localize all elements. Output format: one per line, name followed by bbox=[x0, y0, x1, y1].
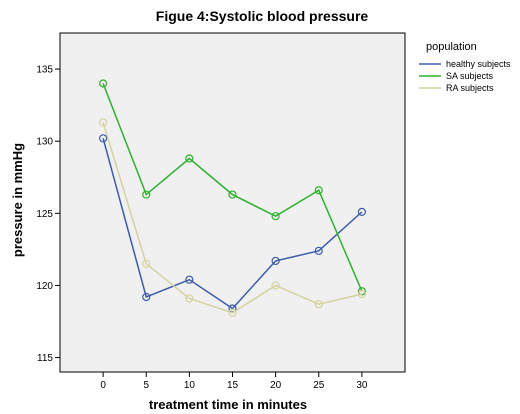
x-tick-label: 10 bbox=[184, 380, 196, 391]
legend-title: population bbox=[426, 41, 477, 53]
y-tick-label: 120 bbox=[36, 281, 53, 292]
x-tick-label: 30 bbox=[356, 380, 368, 391]
data-point bbox=[99, 79, 108, 88]
data-point bbox=[99, 134, 108, 143]
x-axis: 0 5 10 15 20 25 30 bbox=[100, 372, 368, 391]
data-point bbox=[228, 190, 237, 199]
series bbox=[99, 79, 366, 296]
y-tick-label: 135 bbox=[36, 65, 53, 76]
x-tick-label: 20 bbox=[270, 380, 282, 391]
y-axis: 115 120 125 130 135 bbox=[36, 65, 60, 364]
y-tick-label: 115 bbox=[37, 353, 53, 364]
series-line bbox=[102, 138, 363, 310]
x-tick-label: 25 bbox=[313, 380, 325, 391]
data-point bbox=[142, 292, 151, 302]
data-point bbox=[314, 246, 323, 255]
data-point bbox=[142, 190, 151, 199]
series-line bbox=[102, 122, 363, 314]
data-point bbox=[185, 154, 194, 163]
data-point bbox=[271, 256, 280, 266]
data-point bbox=[271, 212, 280, 221]
data-point bbox=[99, 118, 108, 127]
series bbox=[99, 118, 366, 317]
legend: population healthy subjects SA subjects RA… bbox=[419, 41, 511, 93]
chart-title: Figue 4:Systolic blood pressure bbox=[156, 8, 369, 24]
plot-area bbox=[59, 32, 406, 373]
x-tick-label: 15 bbox=[227, 380, 239, 391]
data-point bbox=[185, 294, 194, 303]
legend-label: RA subjects bbox=[446, 83, 494, 93]
data-point bbox=[314, 300, 323, 309]
x-tick-label: 0 bbox=[100, 380, 106, 391]
y-axis-label: pressure in mmHg bbox=[10, 143, 25, 257]
y-tick-label: 125 bbox=[36, 209, 53, 220]
data-point bbox=[314, 186, 323, 195]
data-point bbox=[142, 259, 151, 268]
y-tick-label: 130 bbox=[36, 137, 53, 148]
data-point bbox=[271, 281, 280, 290]
data-point bbox=[357, 290, 366, 299]
data-point bbox=[228, 308, 237, 317]
legend-label: SA subjects bbox=[446, 71, 494, 81]
x-axis-label: treatment time in minutes bbox=[149, 397, 307, 412]
data-point bbox=[357, 207, 366, 216]
data-point bbox=[185, 275, 194, 284]
legend-label: healthy subjects bbox=[446, 59, 511, 69]
series-layer bbox=[99, 79, 366, 317]
series-line bbox=[102, 83, 363, 292]
x-tick-label: 5 bbox=[143, 380, 149, 391]
